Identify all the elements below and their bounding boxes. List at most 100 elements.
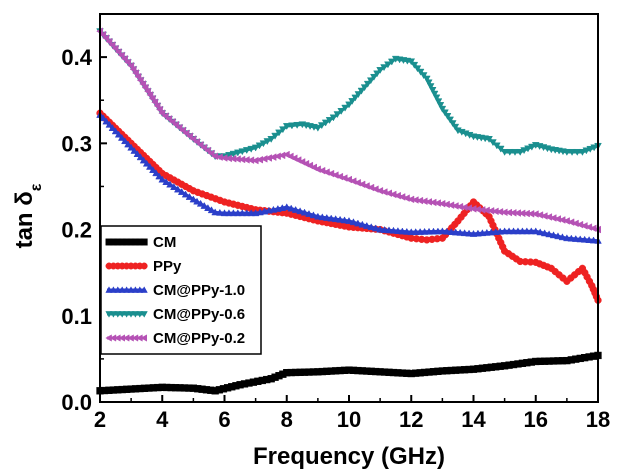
data-point [145, 162, 154, 170]
data-point [251, 144, 260, 152]
data-point [136, 153, 145, 161]
data-point [428, 87, 437, 94]
data-point [242, 147, 251, 155]
data-point [158, 175, 167, 183]
data-point [398, 227, 407, 235]
data-point [111, 44, 119, 53]
data-point [340, 216, 349, 224]
legend: CM PPy CM@PPy-1.0 CM@PPy-0.6 CM@PPy-0.2 [100, 225, 262, 355]
data-point [329, 114, 338, 122]
data-point [373, 70, 381, 78]
x-tick-label: 14 [461, 407, 486, 432]
data-point [380, 226, 389, 233]
data-point [293, 121, 301, 129]
data-point [571, 235, 580, 242]
y-tick-label: 0.4 [61, 45, 92, 70]
data-point [129, 65, 137, 74]
data-point [296, 207, 304, 215]
data-point [141, 83, 149, 92]
data-point [122, 286, 131, 293]
data-point [118, 311, 126, 318]
data-point [216, 208, 224, 216]
data-point [528, 143, 536, 151]
data-point [211, 208, 219, 216]
data-point [127, 143, 135, 151]
data-point [155, 172, 163, 180]
data-point [563, 234, 571, 242]
data-point [139, 80, 147, 88]
data-point [234, 149, 242, 157]
data-point [204, 204, 212, 211]
data-point [136, 76, 144, 85]
data-point [189, 135, 197, 143]
y-tick-label: 0.2 [61, 218, 92, 243]
data-point [124, 58, 131, 67]
data-point [108, 124, 117, 131]
data-point [267, 136, 276, 143]
data-point [576, 220, 584, 229]
data-point [131, 311, 140, 318]
data-point [317, 122, 326, 130]
data-point [200, 201, 209, 209]
data-point [140, 262, 148, 270]
data-point [393, 191, 401, 200]
data-point [158, 109, 166, 117]
data-point [143, 87, 151, 96]
data-point [134, 72, 142, 81]
data-point [448, 120, 457, 128]
data-point [354, 219, 362, 227]
data-point [531, 227, 540, 235]
data-point [140, 286, 148, 293]
data-point [105, 286, 113, 293]
data-point [105, 311, 113, 318]
data-point [443, 113, 452, 120]
data-point [424, 79, 433, 87]
data-point [376, 225, 384, 233]
data-point [567, 218, 575, 226]
data-point [314, 212, 322, 220]
data-point [410, 61, 419, 69]
plot-area [96, 27, 602, 395]
data-point [140, 311, 148, 318]
data-point [314, 124, 322, 132]
data-point [536, 228, 545, 236]
data-point [554, 232, 562, 240]
data-point [385, 226, 393, 234]
data-point [185, 192, 194, 200]
data-point [348, 98, 356, 105]
data-point [337, 108, 346, 115]
data-point [505, 148, 514, 156]
data-point [166, 180, 174, 188]
series-line [98, 30, 599, 158]
data-point [271, 132, 279, 140]
data-point [558, 233, 567, 241]
data-point [282, 123, 291, 131]
data-point [394, 227, 402, 235]
data-point [333, 111, 342, 119]
data-point [413, 65, 422, 73]
x-tick-label: 16 [524, 407, 548, 432]
data-point [376, 186, 384, 195]
series-cm [96, 351, 602, 395]
data-point [305, 209, 313, 217]
data-point [114, 130, 123, 138]
data-point [582, 147, 591, 155]
data-point [99, 114, 107, 122]
data-point [430, 90, 439, 98]
data-point [436, 102, 445, 109]
data-point [380, 188, 388, 196]
data-point [114, 48, 122, 56]
data-point [370, 73, 378, 81]
data-point [182, 129, 190, 138]
data-point [451, 228, 460, 236]
data-point [327, 214, 336, 222]
data-point [291, 205, 300, 213]
data-point [380, 64, 388, 72]
data-point [181, 190, 190, 198]
data-point [279, 126, 287, 134]
data-point [322, 213, 331, 221]
data-point [438, 105, 447, 113]
y-axis-title-subscript: ε [28, 183, 45, 191]
legend-entry: CM@PPy-1.0 [105, 282, 245, 299]
